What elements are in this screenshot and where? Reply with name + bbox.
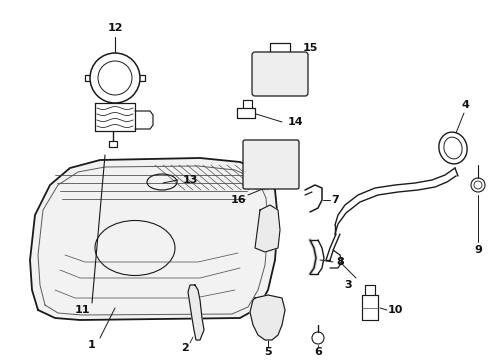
Text: 3: 3 [344,280,352,290]
Text: 10: 10 [387,305,403,315]
Text: 7: 7 [331,195,339,205]
Text: 13: 13 [182,175,197,185]
Text: 6: 6 [314,347,322,357]
Text: 12: 12 [107,23,123,33]
Text: 2: 2 [181,343,189,353]
Text: 9: 9 [474,245,482,255]
Polygon shape [255,205,280,252]
Polygon shape [30,158,278,320]
Polygon shape [250,295,285,340]
Text: 11: 11 [74,305,90,315]
Text: 4: 4 [461,100,469,110]
FancyBboxPatch shape [243,140,299,189]
Text: 8: 8 [336,257,344,267]
Text: 15: 15 [302,43,318,53]
Text: 5: 5 [264,347,272,357]
Text: 14: 14 [287,117,303,127]
Text: 1: 1 [88,340,96,350]
Text: 16: 16 [230,195,246,205]
FancyBboxPatch shape [252,52,308,96]
Polygon shape [188,285,204,340]
